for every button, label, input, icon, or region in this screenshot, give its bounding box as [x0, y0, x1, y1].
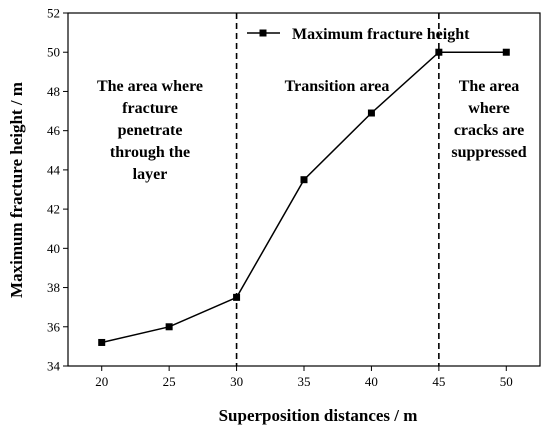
x-tick-label: 30: [230, 374, 243, 389]
y-axis-title: Maximum fracture height / m: [7, 82, 26, 298]
ticks: [63, 12, 507, 371]
x-axis-title: Superposition distances / m: [219, 406, 418, 425]
data-point: [367, 109, 375, 117]
region-annotation: The area where fracture penetrate through t…: [97, 78, 203, 183]
x-tick-label: 45: [432, 374, 445, 389]
data-point: [233, 293, 241, 301]
legend: Maximum fracture height: [247, 26, 470, 43]
plot-frame: [67, 12, 541, 367]
y-tick-label: 40: [47, 241, 60, 256]
legend-marker: [259, 29, 267, 37]
data-point: [300, 176, 308, 184]
y-tick-label: 44: [47, 162, 61, 177]
y-tick-label: 38: [47, 280, 60, 295]
data-point: [98, 338, 106, 346]
divider-lines: [235, 13, 440, 366]
series-line: [101, 51, 507, 344]
x-tick-label: 50: [500, 374, 513, 389]
data-point: [435, 48, 443, 56]
series-layer: [98, 48, 510, 346]
x-tick-label: 40: [365, 374, 378, 389]
x-tick-label: 25: [163, 374, 176, 389]
data-point: [165, 323, 173, 331]
y-tick-label: 46: [47, 123, 61, 138]
y-tick-label: 34: [47, 359, 61, 374]
y-tick-label: 48: [47, 84, 60, 99]
y-tick-label: 50: [47, 45, 60, 60]
y-tick-label: 42: [47, 202, 60, 217]
annotations: The area where fracture penetrate through t…: [97, 78, 527, 183]
y-tick-label: 52: [47, 6, 60, 21]
data-point: [502, 48, 510, 56]
region-annotation: The area where cracks are suppressed: [451, 78, 526, 161]
legend-label: Maximum fracture height: [292, 26, 470, 43]
x-tick-label: 35: [298, 374, 311, 389]
y-tick-label: 36: [47, 319, 61, 334]
region-annotation: Transition area: [285, 78, 390, 95]
tick-labels: 20 25 30 35 40 45 50 34 36 38 40 42 44 46 48 50 52: [47, 6, 513, 390]
x-tick-label: 20: [95, 374, 108, 389]
